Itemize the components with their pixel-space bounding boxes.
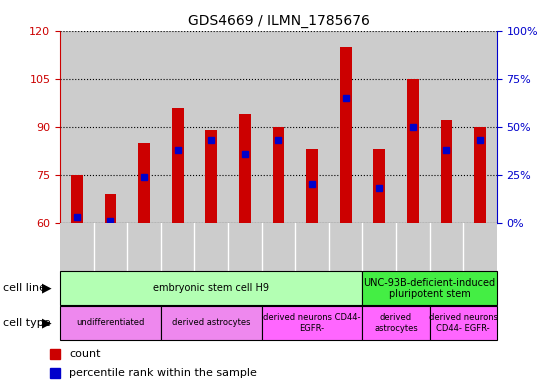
- Bar: [262, 31, 295, 223]
- Title: GDS4669 / ILMN_1785676: GDS4669 / ILMN_1785676: [187, 14, 370, 28]
- Bar: [373, 149, 385, 223]
- Text: cell line: cell line: [3, 283, 46, 293]
- Bar: [60, 306, 161, 340]
- Bar: [306, 149, 318, 223]
- Bar: [172, 108, 183, 223]
- Bar: [340, 47, 352, 223]
- Text: ▶: ▶: [41, 282, 51, 295]
- Bar: [194, 31, 228, 223]
- Bar: [430, 31, 463, 223]
- Text: derived neurons CD44-
EGFR-: derived neurons CD44- EGFR-: [263, 313, 361, 333]
- Text: derived
astrocytes: derived astrocytes: [374, 313, 418, 333]
- Text: count: count: [69, 349, 100, 359]
- Text: percentile rank within the sample: percentile rank within the sample: [69, 368, 257, 379]
- Bar: [94, 31, 127, 223]
- Bar: [407, 79, 419, 223]
- Bar: [127, 31, 161, 223]
- Bar: [161, 31, 194, 223]
- Text: UNC-93B-deficient-induced
pluripotent stem: UNC-93B-deficient-induced pluripotent st…: [364, 278, 496, 299]
- Bar: [60, 31, 94, 223]
- Bar: [463, 31, 497, 223]
- Bar: [161, 306, 262, 340]
- Bar: [71, 175, 83, 223]
- Bar: [474, 127, 486, 223]
- Bar: [295, 31, 329, 223]
- Bar: [205, 130, 217, 223]
- Bar: [329, 31, 363, 223]
- Bar: [228, 31, 262, 223]
- Bar: [396, 31, 430, 223]
- Bar: [138, 143, 150, 223]
- Bar: [105, 194, 116, 223]
- Bar: [363, 271, 497, 305]
- Text: cell type: cell type: [3, 318, 50, 328]
- Bar: [363, 31, 396, 223]
- Bar: [363, 306, 430, 340]
- Text: undifferentiated: undifferentiated: [76, 318, 145, 328]
- Text: derived astrocytes: derived astrocytes: [172, 318, 251, 328]
- Bar: [430, 306, 497, 340]
- Bar: [441, 120, 452, 223]
- Text: ▶: ▶: [41, 316, 51, 329]
- Bar: [262, 306, 363, 340]
- Text: derived neurons
CD44- EGFR-: derived neurons CD44- EGFR-: [429, 313, 498, 333]
- Bar: [60, 271, 363, 305]
- Bar: [239, 114, 251, 223]
- Bar: [272, 127, 284, 223]
- Text: embryonic stem cell H9: embryonic stem cell H9: [153, 283, 269, 293]
